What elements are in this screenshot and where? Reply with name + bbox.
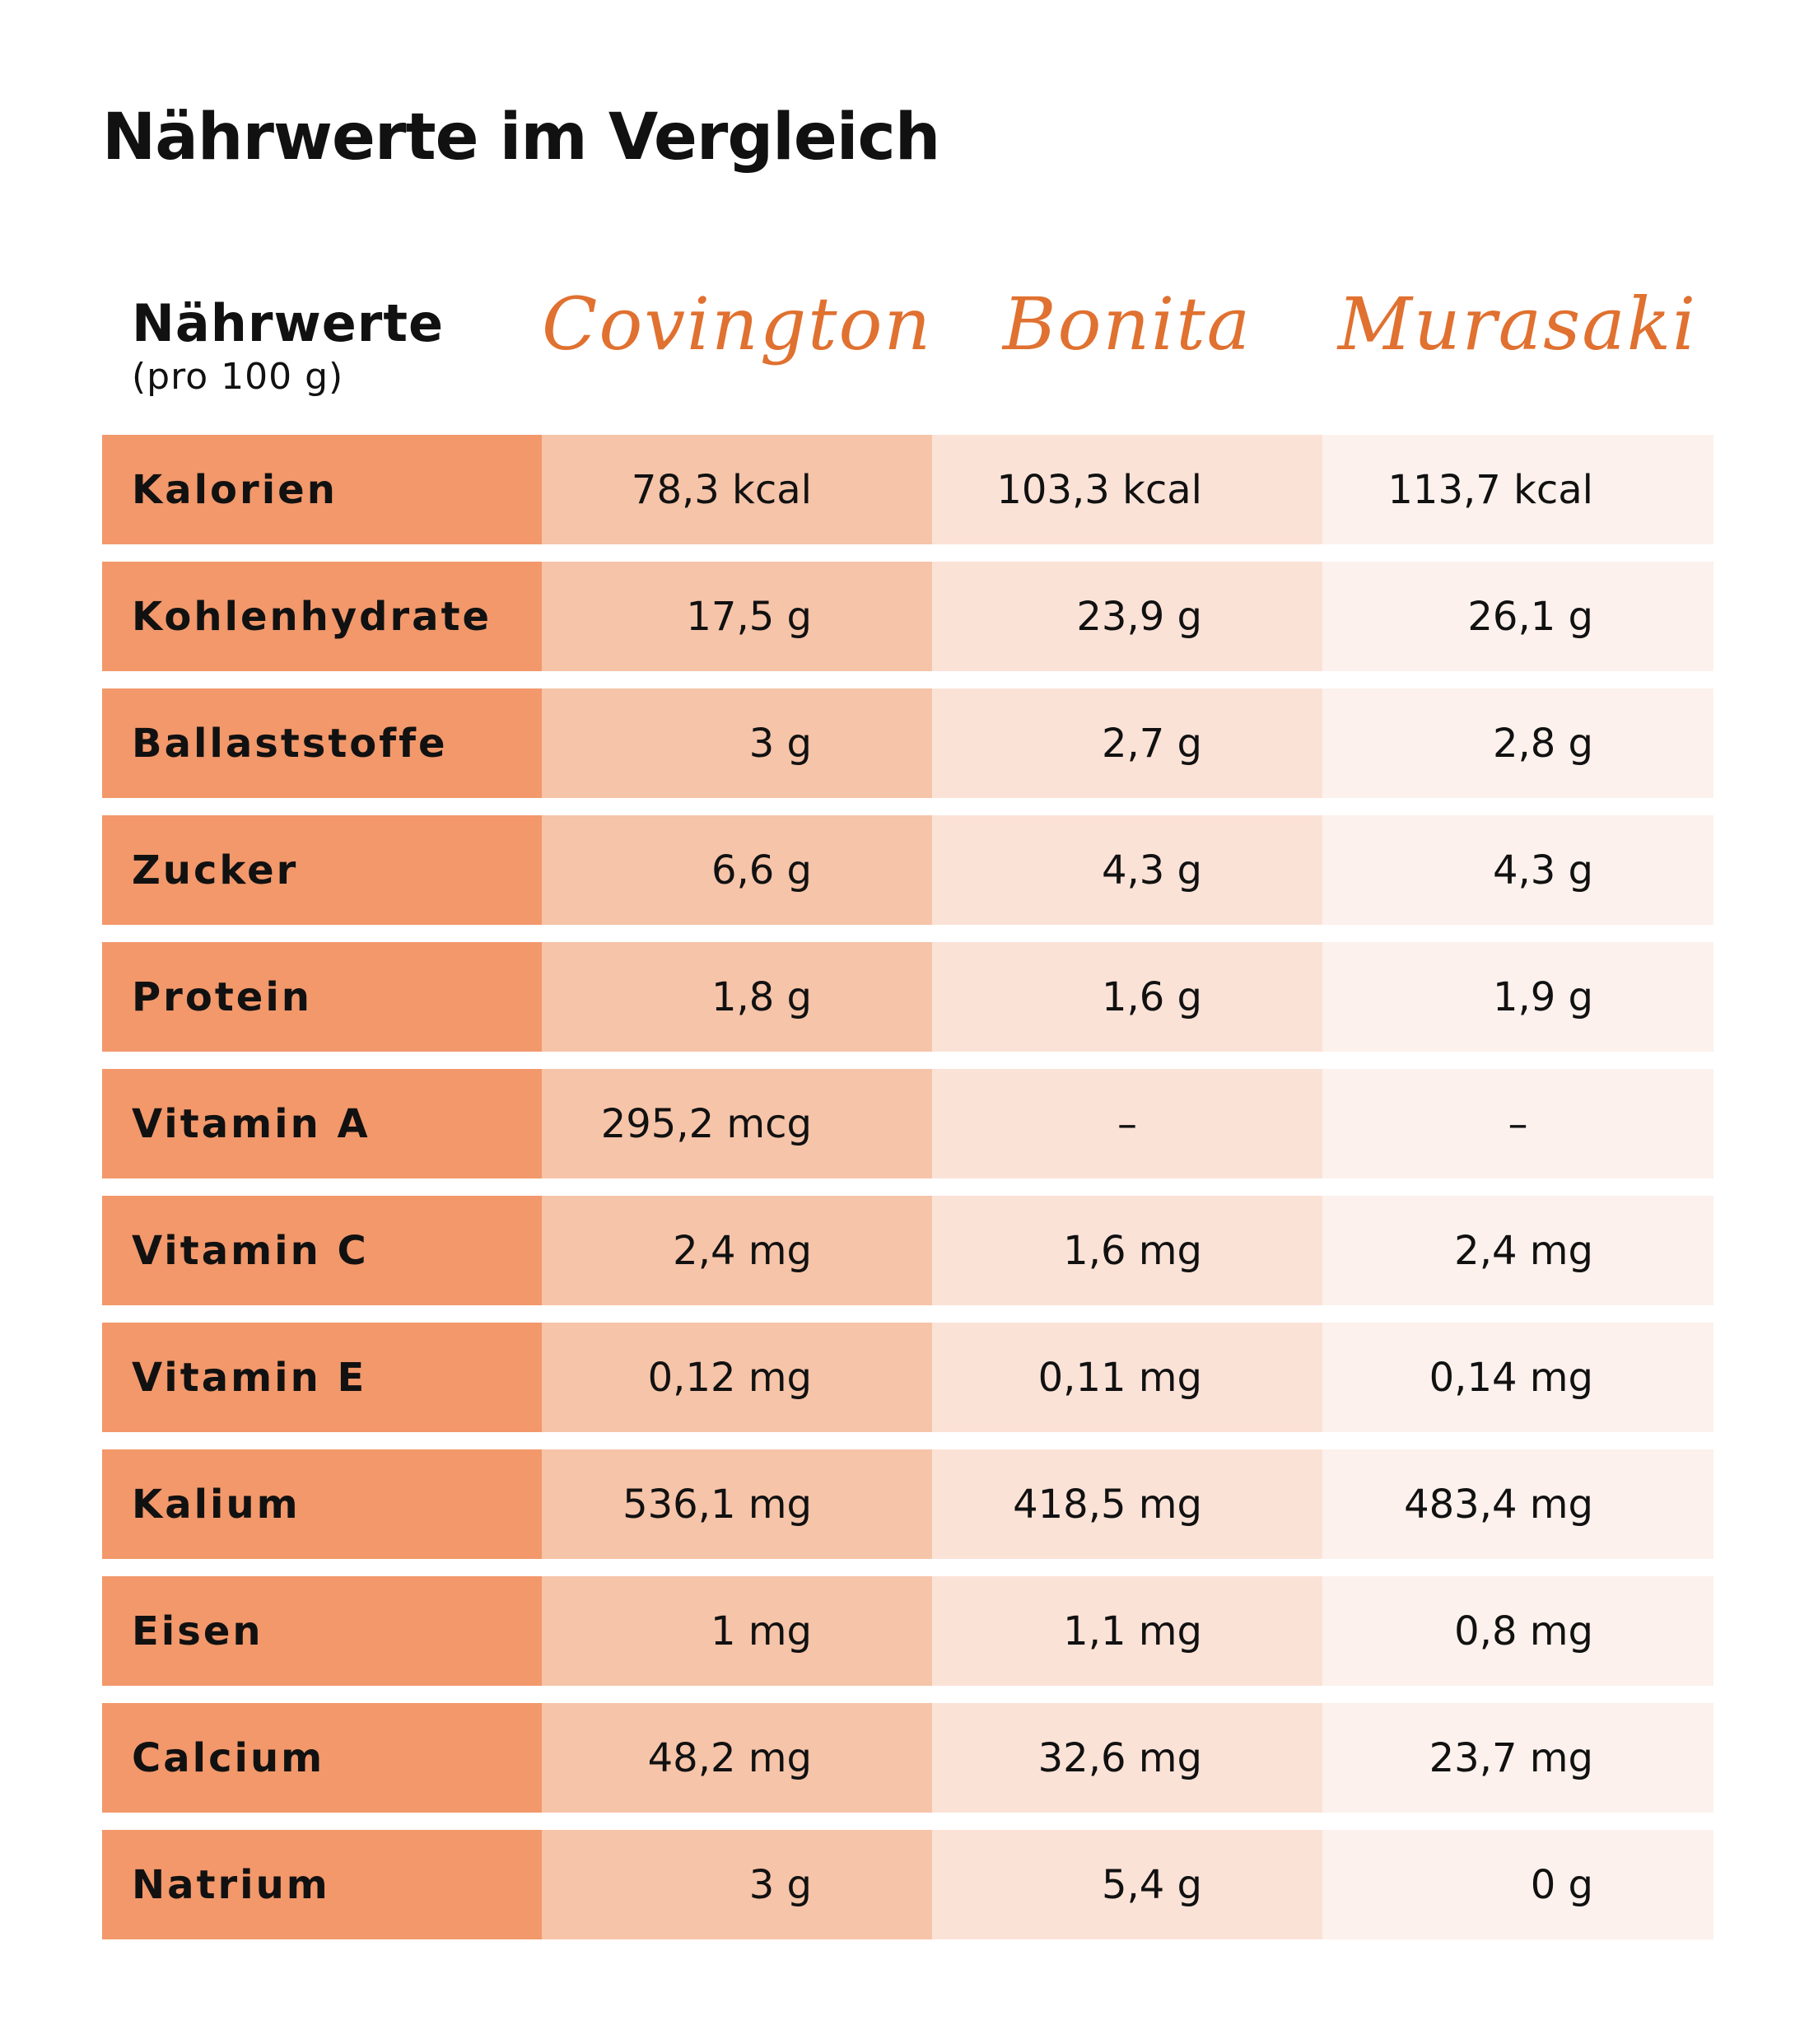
value-covington: 78,3 kcal <box>542 435 932 544</box>
row-label: Vitamin A <box>102 1069 542 1178</box>
table-row: Calcium 48,2 mg 32,6 mg 23,7 mg <box>102 1703 1713 1813</box>
value-murasaki: 1,9 g <box>1322 942 1713 1052</box>
row-label: Vitamin C <box>102 1196 542 1305</box>
row-label: Kalorien <box>102 435 542 544</box>
row-label: Calcium <box>102 1703 542 1813</box>
value-bonita: 1,6 mg <box>932 1196 1322 1305</box>
table-header-label: Nährwerte (pro 100 g) <box>132 298 444 395</box>
value-covington: 295,2 mcg <box>542 1069 932 1178</box>
table-row: Eisen 1 mg 1,1 mg 0,8 mg <box>102 1576 1713 1686</box>
value-bonita: 4,3 g <box>932 815 1322 925</box>
value-bonita: 5,4 g <box>932 1830 1322 1939</box>
table-row: Vitamin A 295,2 mcg – – <box>102 1069 1713 1178</box>
value-murasaki: 483,4 mg <box>1322 1449 1713 1559</box>
variety-header-murasaki: Murasaki <box>1337 282 1698 366</box>
table-row: Kalium 536,1 mg 418,5 mg 483,4 mg <box>102 1449 1713 1559</box>
nutrition-table: Kalorien 78,3 kcal 103,3 kcal 113,7 kcal… <box>102 435 1713 1957</box>
row-label: Vitamin E <box>102 1323 542 1432</box>
value-covington: 6,6 g <box>542 815 932 925</box>
value-murasaki: 2,4 mg <box>1322 1196 1713 1305</box>
value-murasaki: 0,8 mg <box>1322 1576 1713 1686</box>
row-label: Kohlenhydrate <box>102 562 542 671</box>
table-row: Zucker 6,6 g 4,3 g 4,3 g <box>102 815 1713 925</box>
value-murasaki: 0 g <box>1322 1830 1713 1939</box>
header-label-main: Nährwerte <box>132 293 445 353</box>
table-row: Kohlenhydrate 17,5 g 23,9 g 26,1 g <box>102 562 1713 671</box>
table-row: Protein 1,8 g 1,6 g 1,9 g <box>102 942 1713 1052</box>
row-label: Ballaststoffe <box>102 688 542 798</box>
value-murasaki: 4,3 g <box>1322 815 1713 925</box>
row-label: Zucker <box>102 815 542 925</box>
value-murasaki: 2,8 g <box>1322 688 1713 798</box>
value-covington: 3 g <box>542 688 932 798</box>
value-murasaki: 23,7 mg <box>1322 1703 1713 1813</box>
value-covington: 2,4 mg <box>542 1196 932 1305</box>
value-covington: 536,1 mg <box>542 1449 932 1559</box>
value-covington: 3 g <box>542 1830 932 1939</box>
value-bonita: 23,9 g <box>932 562 1322 671</box>
value-covington: 1,8 g <box>542 942 932 1052</box>
table-row: Vitamin E 0,12 mg 0,11 mg 0,14 mg <box>102 1323 1713 1432</box>
variety-header-bonita: Bonita <box>1002 282 1252 366</box>
variety-header-covington: Covington <box>542 282 933 366</box>
value-bonita: 0,11 mg <box>932 1323 1322 1432</box>
value-covington: 48,2 mg <box>542 1703 932 1813</box>
value-murasaki: 26,1 g <box>1322 562 1713 671</box>
table-row: Ballaststoffe 3 g 2,7 g 2,8 g <box>102 688 1713 798</box>
value-bonita: 418,5 mg <box>932 1449 1322 1559</box>
table-row: Vitamin C 2,4 mg 1,6 mg 2,4 mg <box>102 1196 1713 1305</box>
value-bonita: 1,1 mg <box>932 1576 1322 1686</box>
page-title: Nährwerte im Vergleich <box>102 100 940 175</box>
value-murasaki: – <box>1322 1069 1713 1178</box>
value-bonita: 103,3 kcal <box>932 435 1322 544</box>
table-row: Natrium 3 g 5,4 g 0 g <box>102 1830 1713 1939</box>
value-covington: 1 mg <box>542 1576 932 1686</box>
value-covington: 0,12 mg <box>542 1323 932 1432</box>
row-label: Eisen <box>102 1576 542 1686</box>
row-label: Natrium <box>102 1830 542 1939</box>
table-row: Kalorien 78,3 kcal 103,3 kcal 113,7 kcal <box>102 435 1713 544</box>
header-label-unit: (pro 100 g) <box>132 356 344 398</box>
row-label: Protein <box>102 942 542 1052</box>
value-bonita: 2,7 g <box>932 688 1322 798</box>
value-bonita: 32,6 mg <box>932 1703 1322 1813</box>
value-murasaki: 0,14 mg <box>1322 1323 1713 1432</box>
value-murasaki: 113,7 kcal <box>1322 435 1713 544</box>
row-label: Kalium <box>102 1449 542 1559</box>
value-bonita: 1,6 g <box>932 942 1322 1052</box>
value-covington: 17,5 g <box>542 562 932 671</box>
value-bonita: – <box>932 1069 1322 1178</box>
